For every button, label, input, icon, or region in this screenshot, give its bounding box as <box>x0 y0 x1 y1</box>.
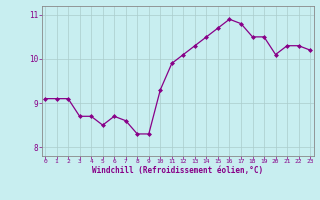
X-axis label: Windchill (Refroidissement éolien,°C): Windchill (Refroidissement éolien,°C) <box>92 166 263 175</box>
